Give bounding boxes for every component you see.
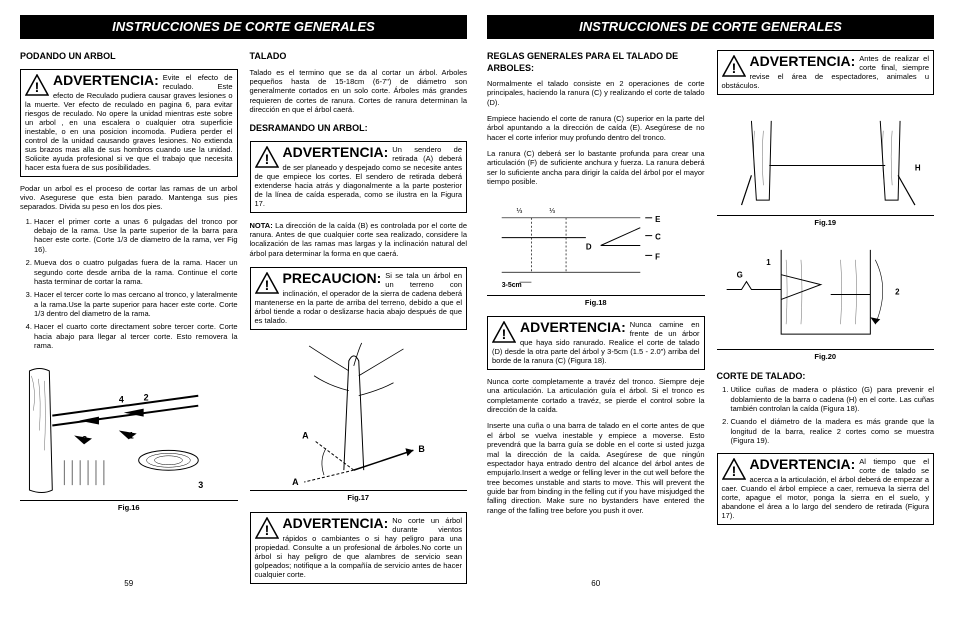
svg-text:!: ! <box>502 326 507 342</box>
warning-box: ! ADVERTENCIA: Un sendero de retirada (A… <box>250 141 468 213</box>
svg-text:2: 2 <box>895 287 900 296</box>
paragraph: Nunca corte completamente a travéz del t… <box>487 377 705 415</box>
warning-label: ADVERTENCIA: <box>750 54 856 68</box>
warning-label: ADVERTENCIA: <box>750 457 856 471</box>
warning-label: ADVERTENCIA: <box>283 145 389 159</box>
svg-text:3-5cm: 3-5cm <box>502 282 522 289</box>
figure-17: B A A <box>250 341 468 491</box>
svg-text:!: ! <box>264 522 269 538</box>
list-item: Utilice cuñas de madera o plástico (G) p… <box>731 385 935 413</box>
list-item: Cuando el diámetro de la madera es más g… <box>731 417 935 445</box>
svg-text:!: ! <box>264 277 269 293</box>
page-header: INSTRUCCIONES DE CORTE GENERALES <box>487 15 934 39</box>
svg-text:G: G <box>736 270 742 279</box>
fig-caption: Fig.16 <box>20 503 238 512</box>
figure-20: G 2 1 <box>717 240 935 350</box>
list-item: Hacer el primer corte a unas 6 pulgadas … <box>34 217 238 255</box>
svg-text:!: ! <box>35 79 40 95</box>
svg-text:⅓: ⅓ <box>517 207 523 214</box>
svg-text:F: F <box>655 252 660 261</box>
warning-icon: ! <box>25 74 49 96</box>
paragraph: Inserte una cuña o una barra de talado e… <box>487 421 705 515</box>
left-col2: TALADO Talado es el termino que se da al… <box>250 47 468 588</box>
numbered-list: Hacer el primer corte a unas 6 pulgadas … <box>20 217 238 355</box>
warning-box: ! ADVERTENCIA: Evite el efecto de recula… <box>20 69 238 177</box>
svg-text:1: 1 <box>766 257 771 266</box>
page-right: INSTRUCCIONES DE CORTE GENERALES REGLAS … <box>487 15 934 589</box>
list-item: Mueva dos o cuatro pulgadas fuera de la … <box>34 258 238 286</box>
fig-caption: Fig.19 <box>717 218 935 227</box>
svg-text:!: ! <box>731 463 736 479</box>
svg-text:C: C <box>655 232 661 241</box>
warning-icon: ! <box>255 146 279 168</box>
warning-icon: ! <box>255 517 279 539</box>
warning-label: ADVERTENCIA: <box>53 73 159 87</box>
figure-16: 4 2 3 1 3 <box>20 361 238 501</box>
svg-text:2: 2 <box>144 392 149 402</box>
warning-icon: ! <box>722 458 746 480</box>
warning-icon: ! <box>492 321 516 343</box>
paragraph: Normalmente el talado consiste en 2 oper… <box>487 79 705 107</box>
note: NOTA: La dirección de la caída (B) es co… <box>250 221 468 259</box>
paragraph: Empiece haciendo el corte de ranura (C) … <box>487 114 705 142</box>
page-left: INSTRUCCIONES DE CORTE GENERALES PODANDO… <box>20 15 467 589</box>
svg-text:H: H <box>914 164 920 173</box>
svg-text:4: 4 <box>119 394 124 404</box>
svg-text:E: E <box>655 214 660 223</box>
warning-label: ADVERTENCIA: <box>520 320 626 334</box>
fig-caption: Fig.20 <box>717 352 935 361</box>
figure-19: H <box>717 106 935 216</box>
right-col1: REGLAS GENERALES PARA EL TALADO DE ARBOL… <box>487 47 705 588</box>
warning-box: ! ADVERTENCIA: No corte un árbol durante… <box>250 512 468 584</box>
list-item: Hacer el cuarto corte directament sobre … <box>34 322 238 350</box>
warning-icon: ! <box>722 55 746 77</box>
right-col2: ! ADVERTENCIA: Antes de realizar el cort… <box>717 47 935 588</box>
left-col1: PODANDO UN ARBOL ! ADVERTENCIA: Evite el… <box>20 47 238 588</box>
page-number: 60 <box>487 573 705 589</box>
note-text: La dirección de la caída (B) es controla… <box>250 221 468 258</box>
numbered-list: Utilice cuñas de madera o plástico (G) p… <box>717 385 935 449</box>
section-title: CORTE DE TALADO: <box>717 371 935 382</box>
svg-text:A: A <box>292 477 299 487</box>
page-number: 59 <box>20 573 238 589</box>
list-item: Hacer el tercer corte lo mas cercano al … <box>34 290 238 318</box>
fig-caption: Fig.18 <box>487 298 705 307</box>
warning-box: ! ADVERTENCIA: Nunca camine en frente de… <box>487 316 705 370</box>
section-title: DESRAMANDO UN ARBOL: <box>250 123 468 134</box>
warning-box: ! ADVERTENCIA: Antes de realizar el cort… <box>717 50 935 95</box>
section-title: PODANDO UN ARBOL <box>20 51 238 62</box>
svg-text:⅓: ⅓ <box>549 207 555 214</box>
svg-text:B: B <box>418 444 425 454</box>
caution-box: ! PRECAUCION: Si se tala un árbol en un … <box>250 267 468 330</box>
svg-text:D: D <box>586 242 592 251</box>
section-title: TALADO <box>250 51 468 62</box>
paragraph: Podar un arbol es el proceso de cortar l… <box>20 184 238 212</box>
svg-text:3: 3 <box>198 480 203 490</box>
svg-text:!: ! <box>731 60 736 76</box>
svg-text:A: A <box>302 430 309 440</box>
paragraph: Talado es el termino que se da al cortar… <box>250 68 468 115</box>
figure-18: ⅓ ⅓ E C F D 3-5cm <box>487 198 705 296</box>
svg-text:!: ! <box>264 151 269 167</box>
page-header: INSTRUCCIONES DE CORTE GENERALES <box>20 15 467 39</box>
warning-label: ADVERTENCIA: <box>283 516 389 530</box>
caution-label: PRECAUCION: <box>283 271 382 285</box>
warning-box: ! ADVERTENCIA: Al tiempo que el corte de… <box>717 453 935 525</box>
warning-icon: ! <box>255 272 279 294</box>
paragraph: La ranura (C) deberá ser lo bastante pro… <box>487 149 705 187</box>
fig-caption: Fig.17 <box>250 493 468 502</box>
section-title: REGLAS GENERALES PARA EL TALADO DE ARBOL… <box>487 51 705 74</box>
document-spread: INSTRUCCIONES DE CORTE GENERALES PODANDO… <box>0 0 954 604</box>
